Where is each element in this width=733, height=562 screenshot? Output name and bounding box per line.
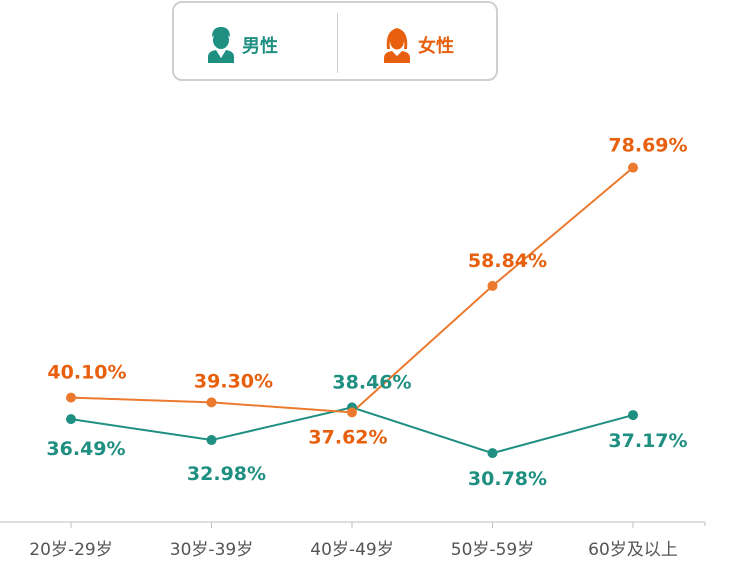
data-point-female[interactable] xyxy=(66,392,76,403)
data-point-male[interactable] xyxy=(487,448,498,459)
data-label-female: 37.62% xyxy=(308,426,387,448)
x-tick-label: 40岁-49岁 xyxy=(310,540,393,560)
data-point-male[interactable] xyxy=(66,414,76,425)
data-label-female: 40.10% xyxy=(47,362,126,384)
data-label-female: 39.30% xyxy=(194,370,273,392)
data-points xyxy=(66,162,638,459)
data-label-male: 32.98% xyxy=(187,463,266,485)
x-tick-label: 20岁-29岁 xyxy=(29,540,112,560)
legend-divider xyxy=(337,13,338,73)
data-labels: 36.49% 32.98% 38.46% 30.78% 37.17% 40.10% 39.3… xyxy=(46,135,687,491)
woman-user-icon xyxy=(384,28,410,63)
x-axis-ticks: 20岁-29岁 30岁-39岁 40岁-49岁 50岁-59岁 60岁及以上 xyxy=(29,522,706,560)
legend-label-male: 男性 xyxy=(242,36,278,57)
data-point-female[interactable] xyxy=(487,280,498,291)
data-point-female[interactable] xyxy=(628,162,638,173)
data-point-female[interactable] xyxy=(206,397,217,408)
x-tick-label: 30岁-39岁 xyxy=(170,540,253,560)
data-point-male[interactable] xyxy=(628,410,638,421)
legend-item-male[interactable]: 男性 xyxy=(208,25,278,65)
data-point-male[interactable] xyxy=(206,435,217,446)
legend-item-female[interactable]: 女性 xyxy=(384,25,454,65)
data-label-male: 37.17% xyxy=(608,430,687,452)
data-label-male: 38.46% xyxy=(332,371,411,393)
x-tick-label: 50岁-59岁 xyxy=(451,540,534,560)
data-label-male: 36.49% xyxy=(46,438,125,460)
x-tick-label: 60岁及以上 xyxy=(588,540,678,560)
legend-label-female: 女性 xyxy=(418,36,454,57)
data-label-female: 78.69% xyxy=(608,135,687,157)
legend: 男性 女性 xyxy=(172,1,498,81)
data-point-female[interactable] xyxy=(347,407,357,418)
data-label-female: 58.84% xyxy=(468,250,547,272)
data-label-male: 30.78% xyxy=(468,468,547,490)
man-user-icon xyxy=(208,27,234,63)
